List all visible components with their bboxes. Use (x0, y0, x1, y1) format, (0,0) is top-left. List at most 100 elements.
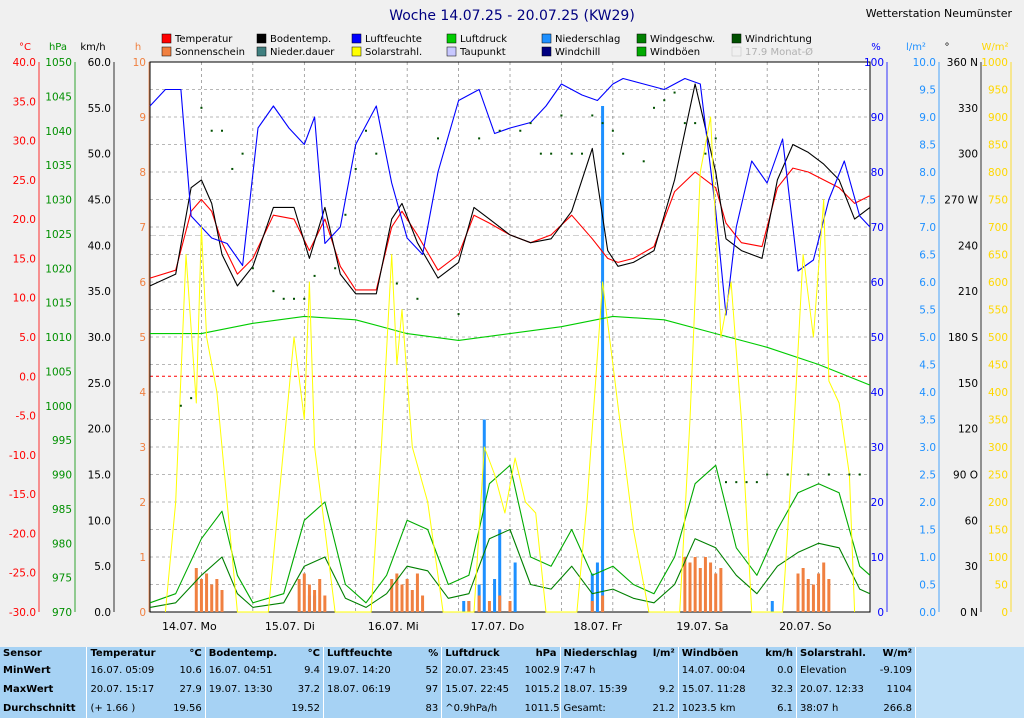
point-windrichtung (313, 274, 316, 277)
axis-unit-pressure: hPa (49, 42, 67, 53)
point-windrichtung (560, 114, 563, 117)
axis-tick-temp: 30.0 (13, 136, 36, 148)
day-labels: 14.07. Mo 15.07. Di 16.07. Mi 17.07. Do 18.0… (162, 620, 832, 633)
day-label: 14.07. Mo (162, 620, 217, 633)
bar-sonnenschein (390, 579, 394, 612)
bar-sonnenschein (703, 557, 707, 612)
axis-tick-direction: 120 (958, 424, 978, 436)
bar-sonnenschein (683, 557, 687, 612)
axis-tick-rain: 3.0 (919, 442, 936, 454)
axis-tick-direction: 240 (958, 240, 978, 252)
axis-tick-pressure: 980 (52, 538, 72, 550)
point-windrichtung (519, 129, 522, 132)
axis-tick-rain: 9.0 (919, 112, 936, 124)
stats-header-unit: l/m² (652, 648, 675, 659)
legend-swatch (351, 46, 362, 57)
point-windrichtung (714, 137, 717, 140)
stats-header: Niederschlag (559, 647, 640, 661)
axis-tick-direction: 30 (965, 561, 978, 573)
stats-value: 19.56 (173, 702, 202, 714)
bar-sonnenschein (590, 601, 594, 612)
bar-sonnenschein (410, 590, 414, 612)
point-windrichtung (539, 152, 542, 155)
bar-niederschlag (482, 419, 486, 612)
bar-niederschlag (601, 106, 605, 612)
line-temperatur (149, 167, 871, 291)
axis-tick-humidity: 20 (871, 497, 884, 509)
axis-tick-rain: 3.5 (919, 415, 936, 427)
legend-swatch (636, 33, 647, 44)
point-windrichtung (807, 473, 810, 476)
axis-tick-rain: 1.0 (919, 552, 936, 564)
stats-row-min: MinWert 16.07. 05:09 10.6 16.07. 04:51 9… (0, 661, 915, 680)
point-windrichtung (683, 122, 686, 125)
bar-sonnenschein (405, 579, 409, 612)
axis-tick-solar: 250 (988, 470, 1008, 482)
bar-sonnenschein (719, 568, 723, 612)
axis-tick-temp: 35.0 (13, 96, 36, 108)
legend-label: Windchill (555, 47, 600, 58)
axis-tick-rain: 0.5 (919, 580, 936, 592)
axis-tick-solar: 600 (988, 277, 1008, 289)
axis-tick-solar: 750 (988, 195, 1008, 207)
legend-swatch (731, 33, 742, 44)
axis-tick-solar: 900 (988, 112, 1008, 124)
stats-cell: Elevation (796, 661, 877, 680)
point-windrichtung (293, 297, 295, 300)
axis-tick-wind: 5.0 (94, 561, 111, 573)
axis-tick-solar: 450 (988, 360, 1008, 372)
axis-tick-rain: 4.5 (919, 360, 936, 372)
point-windrichtung (365, 129, 367, 132)
stats-row-label: Durchschnitt (3, 702, 76, 714)
line-windgeschw (149, 528, 871, 608)
axis-tick-solar: 50 (995, 580, 1008, 592)
legend-swatch (256, 46, 267, 57)
stats-cell: 7:47 h (559, 661, 640, 680)
axis-tick-rain: 5.5 (919, 305, 936, 317)
axis-tick-direction: 330 (958, 103, 978, 115)
axis-tick-solar: 150 (988, 525, 1008, 537)
stats-cell: 18.07. 15:39 (559, 680, 640, 699)
axis-tick-solar: 950 (988, 85, 1008, 97)
day-label: 20.07. So (779, 620, 831, 633)
point-windrichtung (375, 152, 378, 155)
day-label: 15.07. Di (265, 620, 315, 633)
axis-tick-solar: 1000 (981, 57, 1008, 69)
point-windrichtung (745, 481, 748, 484)
point-windrichtung (848, 473, 851, 476)
stats-cell (322, 699, 404, 718)
axis-tick-temp: 10.0 (13, 293, 36, 305)
bar-sonnenschein (318, 579, 322, 612)
stats-header: Bodentemp. (204, 647, 286, 661)
axis-tick-sun: 9 (139, 112, 146, 124)
bar-sonnenschein (400, 584, 404, 612)
point-windrichtung (591, 114, 594, 117)
stats-value: 19.52 (291, 702, 320, 714)
stats-cell: 19.07. 14:20 (322, 661, 404, 680)
axis-tick-humidity: 0 (877, 607, 884, 619)
bar-sonnenschein (698, 568, 702, 612)
axis-tick-direction: 180 S (948, 332, 978, 344)
point-windrichtung (395, 282, 398, 285)
stats-value: 9.2 (658, 683, 675, 695)
axis-tick-rain: 7.0 (919, 222, 936, 234)
axis-tick-humidity: 50 (871, 332, 884, 344)
bar-sonnenschein (215, 579, 219, 612)
axis-tick-wind: 10.0 (88, 515, 111, 527)
station-name: Wetterstation Neumünster (866, 7, 1013, 20)
stats-value: 0.0 (777, 664, 794, 676)
point-windrichtung (334, 267, 337, 270)
stats-value: 9.4 (304, 664, 320, 676)
bar-sonnenschein (508, 601, 512, 612)
axis-tick-direction: 270 W (944, 195, 978, 207)
legend-swatch (731, 46, 742, 57)
legend-swatch (446, 46, 457, 57)
stats-header-unit: °C (189, 648, 202, 659)
stats-cell: (+ 1.66 ) (86, 699, 167, 718)
point-windrichtung (725, 481, 727, 484)
stats-value: -9.109 (879, 664, 912, 676)
axis-tick-direction: 150 (958, 378, 978, 390)
day-label: 19.07. Sa (676, 620, 728, 633)
axis-tick-rain: 2.0 (919, 497, 936, 509)
point-windrichtung (663, 99, 666, 102)
